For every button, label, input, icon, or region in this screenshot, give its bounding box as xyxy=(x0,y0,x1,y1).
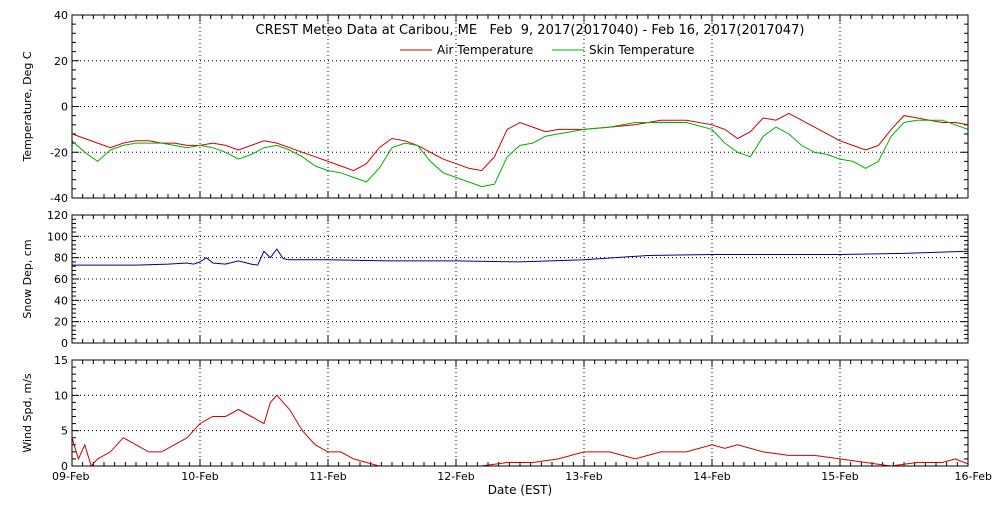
y-tick-label: -40 xyxy=(50,192,68,205)
y-axis-label: Snow Dep, cm xyxy=(21,239,34,318)
x-tick-label: 13-Feb xyxy=(565,470,602,483)
y-tick-label: 15 xyxy=(54,354,68,367)
y-tick-label: 5 xyxy=(61,425,68,438)
x-tick-label: 14-Feb xyxy=(693,470,730,483)
plot-frame xyxy=(71,214,969,344)
y-axis-label: Temperature, Deg C xyxy=(21,51,34,162)
snow-depth-line xyxy=(72,248,969,266)
temperature-panel: -40 -20 0 20 40 Temperature, Deg C xyxy=(21,9,969,205)
skin-temperature-line xyxy=(71,119,969,188)
y-tick-label: 10 xyxy=(54,389,68,402)
x-tick-label: 15-Feb xyxy=(821,470,858,483)
y-tick-label: 0 xyxy=(61,101,68,114)
x-tick-label: 16-Feb xyxy=(955,470,992,483)
y-tick-label: 100 xyxy=(47,230,68,243)
x-tick-labels: 09-Feb 10-Feb 11-Feb 12-Feb 13-Feb 14-Feb 15-F… xyxy=(52,470,992,483)
y-tick-label: 0 xyxy=(61,460,68,473)
y-tick-label: 80 xyxy=(54,252,68,265)
plot-frame xyxy=(71,359,969,467)
legend: Air Temperature Skin Temperature xyxy=(400,43,694,57)
legend-air-label: Air Temperature xyxy=(437,43,533,57)
y-tick-label: 0 xyxy=(61,337,68,350)
wind-speed-panel: 0 5 10 15 Wind Spd, m/s xyxy=(21,354,969,473)
y-tick-label: 20 xyxy=(54,316,68,329)
x-tick-label: 09-Feb xyxy=(52,470,89,483)
y-tick-label: 60 xyxy=(54,273,68,286)
legend-skin-label: Skin Temperature xyxy=(589,43,694,57)
y-axis-label: Wind Spd, m/s xyxy=(21,373,34,453)
y-tick-label: 20 xyxy=(54,55,68,68)
y-tick-label: 120 xyxy=(47,209,68,222)
y-tick-label: -20 xyxy=(50,146,68,159)
snow-depth-panel: 0 20 40 60 80 100 120 Snow Dep, cm xyxy=(21,209,969,350)
x-tick-label: 11-Feb xyxy=(309,470,346,483)
x-tick-label: 10-Feb xyxy=(181,470,218,483)
y-tick-label: 40 xyxy=(54,9,68,22)
chart-title: CREST Meteo Data at Caribou, ME Feb 9, 2… xyxy=(256,23,805,38)
x-tick-label: 12-Feb xyxy=(437,470,474,483)
y-tick-label: 40 xyxy=(54,294,68,307)
x-axis-label: Date (EST) xyxy=(488,483,552,497)
air-temperature-line xyxy=(71,112,969,172)
plot-frame xyxy=(71,14,969,199)
wind-speed-line xyxy=(71,394,969,467)
